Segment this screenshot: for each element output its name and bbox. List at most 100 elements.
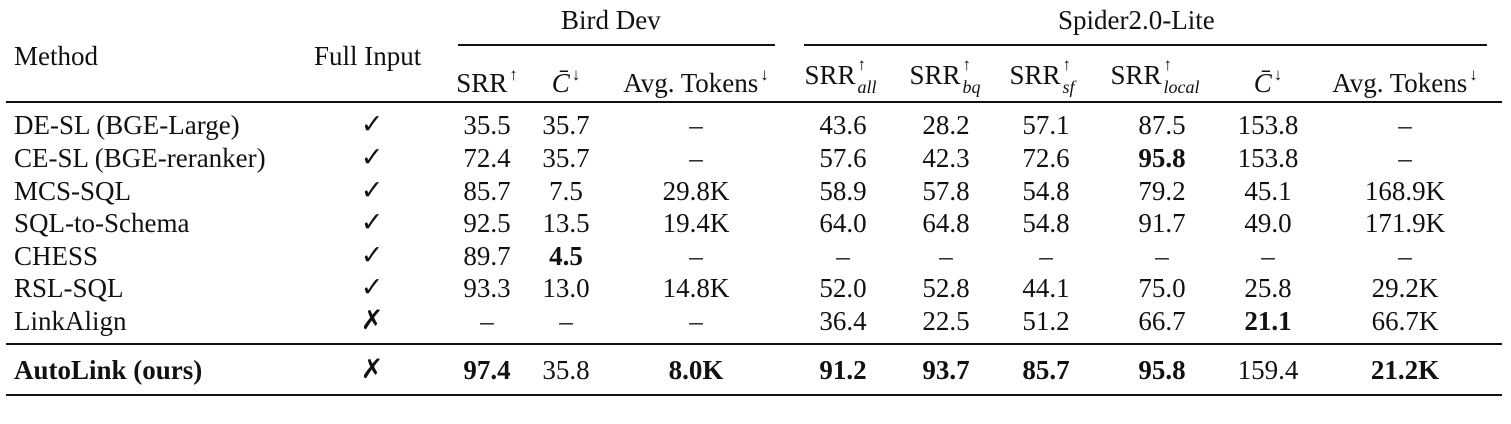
table-cell: – xyxy=(1398,143,1412,173)
table-cell: – xyxy=(689,143,703,173)
bird-group-rule xyxy=(458,44,775,46)
spider-group-rule xyxy=(804,44,1487,46)
table-cell: 43.6 xyxy=(819,110,867,140)
check-mark-icon: ✓ xyxy=(360,240,384,271)
row-method: MCS-SQL xyxy=(14,176,132,206)
table-cell: – xyxy=(1039,241,1053,271)
table-cell: 171.9K xyxy=(1364,208,1446,238)
col-header-srr-local: SRR ↑ local xyxy=(1110,55,1200,97)
table-cell: 13.5 xyxy=(542,208,590,238)
table-cell: – xyxy=(689,306,703,336)
group-header-spider: Spider2.0-Lite xyxy=(1058,5,1215,35)
table-cell: 14.8K xyxy=(662,273,730,303)
table-cell: 95.8 xyxy=(1138,355,1186,385)
table-cell: 52.8 xyxy=(922,273,970,303)
check-mark-icon: ✓ xyxy=(360,175,384,206)
table-cell: 35.5 xyxy=(463,110,511,140)
table-cell: 44.1 xyxy=(1022,273,1070,303)
row-method: SQL-to-Schema xyxy=(14,208,190,238)
table-cell: 57.8 xyxy=(922,176,970,206)
table-cell: 25.8 xyxy=(1244,273,1292,303)
table-cell: 8.0K xyxy=(668,355,724,385)
table-cell: 19.4K xyxy=(662,208,730,238)
check-mark-icon: ✓ xyxy=(360,109,384,140)
table-cell: 66.7 xyxy=(1138,306,1186,336)
table-cell: 35.7 xyxy=(542,143,590,173)
table-cell: – xyxy=(689,241,703,271)
table-cell: – xyxy=(1398,241,1412,271)
table-cell: 72.6 xyxy=(1022,143,1070,173)
col-header-srr-bq: SRR ↑ bq xyxy=(909,55,981,97)
table-cell: 92.5 xyxy=(463,208,511,238)
table-cell: 52.0 xyxy=(819,273,867,303)
table-cell: 58.9 xyxy=(819,176,867,206)
table-cell: – xyxy=(689,110,703,140)
col-header-bird-c: C̄ ↓ xyxy=(551,65,581,98)
table-cell: 7.5 xyxy=(549,176,583,206)
table-cell: 13.0 xyxy=(542,273,590,303)
table-cell: 91.7 xyxy=(1138,208,1186,238)
table-cell: 4.5 xyxy=(549,241,583,271)
row-method: RSL-SQL xyxy=(14,273,124,303)
cross-mark-icon: ✗ xyxy=(360,354,384,385)
table-bottom-rule xyxy=(6,394,1502,396)
table-cell: 79.2 xyxy=(1138,176,1186,206)
table-cell: 35.7 xyxy=(542,110,590,140)
table-cell: 168.9K xyxy=(1364,176,1446,206)
table-cell: – xyxy=(480,306,494,336)
table-cell: 57.6 xyxy=(819,143,867,173)
col-header-srr-all: SRR ↑ all xyxy=(804,55,877,97)
table-cell: 54.8 xyxy=(1022,208,1070,238)
table-cell: 35.8 xyxy=(542,355,590,385)
table-cell: 85.7 xyxy=(463,176,511,206)
col-header-bird-srr: SRR ↑ xyxy=(456,65,518,98)
row-method: AutoLink (ours) xyxy=(14,355,203,385)
table-cell: 93.7 xyxy=(922,355,970,385)
table-cell: 89.7 xyxy=(463,241,511,271)
table-cell: 57.1 xyxy=(1022,110,1070,140)
row-method: DE-SL (BGE-Large) xyxy=(14,110,240,140)
table-cell: 29.2K xyxy=(1371,273,1439,303)
table-cell: – xyxy=(939,241,953,271)
result-separator-rule xyxy=(6,343,1502,345)
table-cell: 93.3 xyxy=(463,273,511,303)
col-header-full-input: Full Input xyxy=(314,41,422,71)
table-cell: 85.7 xyxy=(1022,355,1070,385)
col-header-spider-c: C̄ ↓ xyxy=(1253,65,1283,98)
table-cell: 36.4 xyxy=(819,306,867,336)
table-cell: 153.8 xyxy=(1237,110,1299,140)
table-cell: 21.2K xyxy=(1370,355,1440,385)
table-cell: 45.1 xyxy=(1244,176,1292,206)
row-method: CE-SL (BGE-reranker) xyxy=(14,143,266,173)
table-cell: 87.5 xyxy=(1138,110,1186,140)
cross-mark-icon: ✗ xyxy=(360,305,384,336)
table-cell: 54.8 xyxy=(1022,176,1070,206)
table-cell: 51.2 xyxy=(1022,306,1070,336)
header-bottom-rule xyxy=(6,101,1502,103)
table-cell: 91.2 xyxy=(819,355,867,385)
table-cell: 72.4 xyxy=(463,143,511,173)
row-method: CHESS xyxy=(14,241,99,271)
table-cell: 22.5 xyxy=(922,306,970,336)
table-cell: 49.0 xyxy=(1244,208,1292,238)
table-cell: 28.2 xyxy=(922,110,970,140)
check-mark-icon: ✓ xyxy=(360,207,384,238)
table-cell: 64.8 xyxy=(922,208,970,238)
table-cell: – xyxy=(1155,241,1169,271)
table-cell: 42.3 xyxy=(922,143,970,173)
table-cell: 97.4 xyxy=(463,355,511,385)
table-cell: – xyxy=(836,241,850,271)
table-cell: 153.8 xyxy=(1237,143,1299,173)
table-cell: – xyxy=(559,306,573,336)
row-method: LinkAlign xyxy=(14,306,127,336)
table-cell: – xyxy=(1398,110,1412,140)
check-mark-icon: ✓ xyxy=(360,272,384,303)
col-header-bird-tokens: Avg. Tokens ↓ xyxy=(623,65,769,98)
group-header-bird-dev: Bird Dev xyxy=(561,5,661,35)
check-mark-icon: ✓ xyxy=(360,142,384,173)
table-cell: 159.4 xyxy=(1237,355,1299,385)
table-cell: 21.1 xyxy=(1244,306,1292,336)
col-header-spider-tokens: Avg. Tokens ↓ xyxy=(1332,65,1478,98)
col-header-srr-sf: SRR ↑ sf xyxy=(1009,55,1075,97)
table-cell: 66.7K xyxy=(1371,306,1439,336)
